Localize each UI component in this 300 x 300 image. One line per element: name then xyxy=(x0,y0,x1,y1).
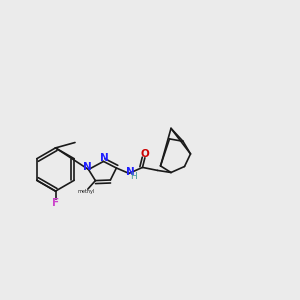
Text: N: N xyxy=(126,167,135,177)
Text: F: F xyxy=(52,197,59,208)
Text: N: N xyxy=(100,153,109,164)
Text: H: H xyxy=(130,172,137,181)
Text: methyl: methyl xyxy=(78,190,95,194)
Text: O: O xyxy=(140,148,149,159)
Text: N: N xyxy=(83,161,92,172)
